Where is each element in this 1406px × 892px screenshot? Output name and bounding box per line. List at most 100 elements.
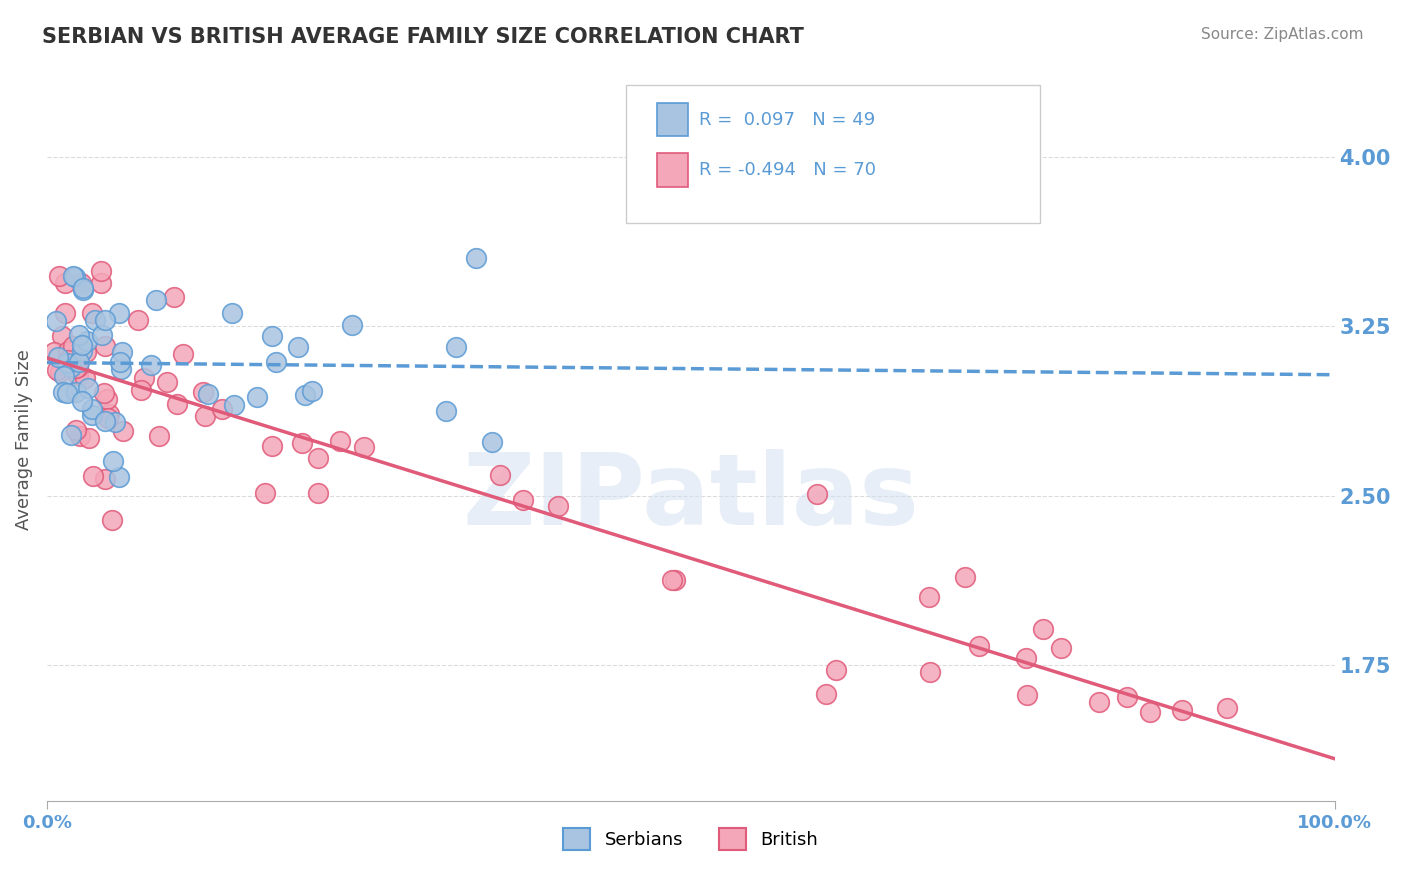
Point [65,423,87,437]
Point [342,318,364,332]
Point [70,394,93,409]
Point [55,386,77,401]
Point [45,314,67,328]
Point [221,306,243,320]
Point [489,468,512,483]
Point [93,312,115,326]
Point [194,409,217,424]
Point [53,276,76,290]
Point [806,487,828,501]
Point [101,513,124,527]
Point [62,268,84,283]
Point [664,574,686,588]
Point [211,401,233,416]
Point [96,411,118,425]
Point [97,407,120,421]
Point [291,436,314,450]
Point [287,341,309,355]
Point [94,339,117,353]
Point [129,384,152,398]
Point [434,404,457,418]
Point [94,414,117,428]
Point [329,434,352,448]
Point [63,270,86,285]
Point [77,381,100,395]
Point [1216,700,1239,714]
Point [1015,650,1038,665]
Point [82,408,104,422]
Point [70,276,93,290]
Point [62,339,84,353]
Point [66,359,89,374]
Point [166,397,188,411]
Point [222,398,245,412]
Point [107,470,129,484]
Point [1088,695,1111,709]
Point [1139,705,1161,719]
Point [465,251,488,265]
Point [264,355,287,369]
Point [918,591,941,605]
Point [96,392,118,406]
Point [1032,623,1054,637]
Point [55,306,77,320]
Point [58,343,80,358]
Point [191,384,214,399]
Point [65,361,87,376]
Point [67,368,90,382]
Point [65,385,87,400]
Point [72,338,94,352]
Point [82,468,104,483]
Point [294,388,316,402]
Point [70,344,93,359]
Point [1171,703,1194,717]
Point [108,354,131,368]
Point [1049,640,1071,655]
Point [94,472,117,486]
Point [60,427,83,442]
Point [246,390,269,404]
Point [254,485,277,500]
Point [80,306,103,320]
Point [90,277,112,291]
Point [139,358,162,372]
Point [104,416,127,430]
Point [69,327,91,342]
Point [101,454,124,468]
Point [825,664,848,678]
Point [42,345,65,359]
Point [145,293,167,308]
Point [82,402,104,417]
Point [307,486,329,500]
Point [260,329,283,343]
Text: Source: ZipAtlas.com: Source: ZipAtlas.com [1201,27,1364,42]
Point [148,428,170,442]
Point [110,362,132,376]
Point [55,356,77,370]
Point [45,363,67,377]
Point [260,439,283,453]
Point [132,371,155,385]
Point [76,334,98,349]
Point [72,281,94,295]
Point [307,451,329,466]
Point [815,687,838,701]
Point [108,306,131,320]
Point [512,492,534,507]
Point [301,384,323,398]
Point [75,344,97,359]
Point [127,312,149,326]
Point [172,347,194,361]
Point [69,429,91,443]
Point [93,386,115,401]
Point [46,350,69,364]
Point [79,431,101,445]
Legend: Serbians, British: Serbians, British [555,821,825,857]
Text: R = -0.494   N = 70: R = -0.494 N = 70 [699,161,876,179]
Point [56,353,79,368]
Text: R =  0.097   N = 49: R = 0.097 N = 49 [699,111,875,128]
Point [73,371,96,385]
Point [918,665,941,680]
Point [197,387,219,401]
Point [353,440,375,454]
